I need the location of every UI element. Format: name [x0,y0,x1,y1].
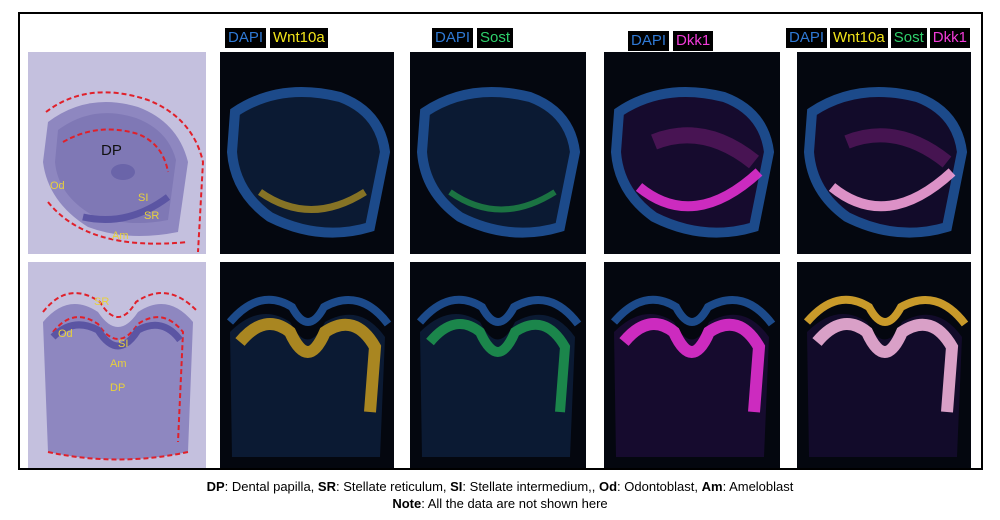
fluor-wnt10a-bottom [220,262,394,468]
sost-signal-bottom-image [416,295,582,457]
label-sr: SR [144,210,160,222]
fluor-dkk1-bottom [604,262,780,468]
label-dapi-sost: DAPI Sost [432,28,514,48]
label-sr: SR [94,296,110,308]
label-am: Am [110,358,127,370]
merge-signal-bottom-image [803,295,969,457]
label-dapi-wnt10a: DAPI Wnt10a [225,28,328,48]
fluor-sost-top [410,52,586,254]
label-dp: DP [101,142,122,159]
label-dapi-dkk1: DAPI Dkk1 [628,31,714,51]
he-tissue-bottom-image [28,262,206,468]
fluor-sost-bottom [410,262,586,468]
dkk1-signal-top-image [610,87,775,238]
fluor-merge-bottom [797,262,971,468]
fluor-dkk1-top [604,52,780,254]
merge-signal-top-image [803,87,968,238]
note-line: Note: All the data are not shown here [392,496,608,511]
fluor-wnt10a-top [220,52,394,254]
label-si: SI [118,338,129,350]
label-od: Od [50,180,65,192]
fluor-merge-top [797,52,971,254]
label-merge: DAPI Wnt10a Sost Dkk1 [786,28,970,48]
abbreviation-legend: DP: Dental papilla, SR: Stellate reticul… [206,479,794,494]
he-section-bottom: SR Od SI Am DP [28,262,206,468]
wnt10a-signal-bottom-image [226,295,392,457]
dkk1-signal-bottom-image [610,295,776,457]
label-am: Am [112,230,129,242]
he-section-top: DP Od SI SR Am [28,52,206,254]
sost-signal-top-image [416,87,581,238]
label-si: SI [138,192,149,204]
label-od: Od [58,328,73,340]
he-tissue-top-image [28,52,206,254]
wnt10a-signal-top-image [226,87,391,238]
label-dp: DP [110,382,126,394]
